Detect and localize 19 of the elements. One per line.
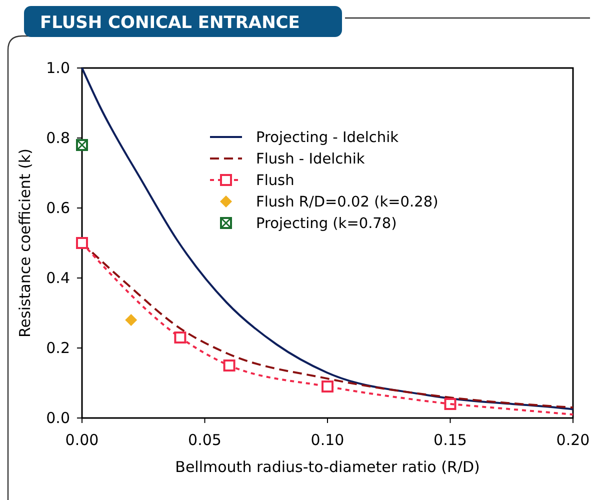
x-tick-label: 0.00: [65, 431, 99, 449]
y-tick-label: 0.6: [46, 199, 70, 217]
chart-title: FLUSH CONICAL ENTRANCE: [40, 13, 300, 33]
y-tick-label: 0.4: [46, 269, 70, 287]
legend-label: Projecting - Idelchik: [256, 130, 400, 146]
x-tick-label: 0.10: [310, 431, 344, 449]
legend-label: Flush: [256, 173, 294, 189]
y-axis-title: Resistance coefficient (k): [16, 148, 34, 338]
legend-label: Projecting (k=0.78): [256, 216, 397, 232]
legend-label: Flush R/D=0.02 (k=0.28): [256, 194, 438, 210]
x-tick-label: 0.15: [434, 431, 467, 449]
y-tick-label: 0.8: [46, 129, 70, 147]
y-tick-label: 0.2: [46, 339, 70, 357]
y-tick-label: 0.0: [46, 409, 70, 427]
x-tick-label: 0.05: [188, 431, 222, 449]
x-tick-label: 0.20: [556, 431, 590, 449]
x-axis-title: Bellmouth radius-to-diameter ratio (R/D): [175, 458, 480, 476]
legend-label: Flush - Idelchik: [256, 152, 366, 168]
y-tick-label: 1.0: [46, 59, 70, 77]
